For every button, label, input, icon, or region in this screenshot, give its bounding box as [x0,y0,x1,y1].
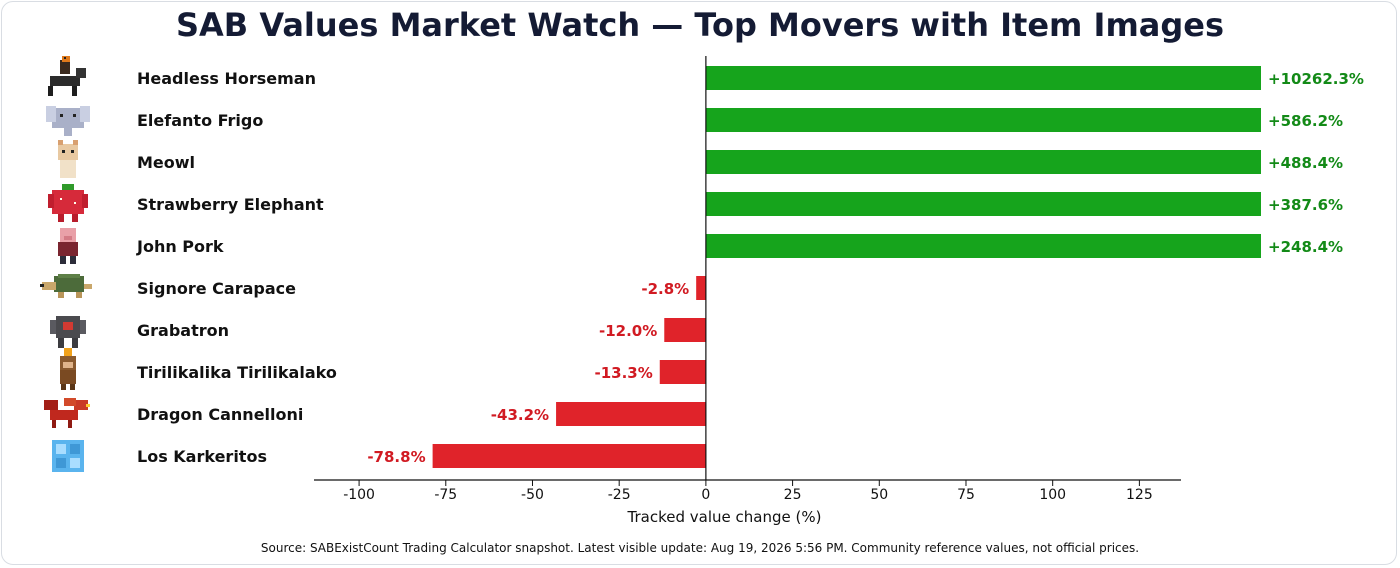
x-axis: -100 -75 -50 -25 0 25 50 75 100 125 Tracked value … [314,56,1181,526]
source-note: Source: SABExistCount Trading Calculator… [260,541,1140,555]
crystal-cube-icon [52,440,84,472]
category-label: Tirilikalika Tirilikalako [137,363,337,382]
x-tick-label: 100 [1039,487,1066,503]
strawberry-elephant-icon [48,184,88,222]
category-label: Elefanto Frigo [137,111,263,130]
x-tick-label: -50 [521,487,544,503]
category-label: Strawberry Elephant [137,195,324,214]
data-label: +387.6% [1268,196,1343,214]
bar [705,192,1261,216]
category-labels: Headless Horseman Elefanto Frigo Meowl Stra… [136,69,337,466]
x-tick-label: -100 [343,487,375,503]
x-tick-label: 0 [701,487,710,503]
cat-icon [58,140,78,178]
data-label: -13.3% [594,364,652,382]
bar [705,150,1261,174]
pig-icon [58,228,78,264]
category-label: John Pork [136,237,224,256]
flame-monkey-icon [60,348,76,390]
data-label: -43.2% [491,406,549,424]
x-tick-label: 75 [957,487,975,503]
data-label: -12.0% [599,322,657,340]
bar [432,444,706,468]
x-tick-label: 50 [870,487,888,503]
elephant-icon [46,106,90,136]
bar [705,66,1261,90]
category-label: Headless Horseman [137,69,316,88]
item-icons [40,56,92,472]
bar [664,318,706,342]
x-tick-label: -25 [608,487,631,503]
x-tick-label: -75 [434,487,457,503]
data-label: +586.2% [1268,112,1343,130]
category-label: Meowl [137,153,195,172]
robot-icon [50,316,86,348]
x-tick-label: 25 [784,487,802,503]
bar [696,276,706,300]
bar [659,360,706,384]
data-label: -2.8% [641,280,689,298]
bar [556,402,706,426]
turtle-icon [40,274,92,298]
data-label: +488.4% [1268,154,1343,172]
data-label: -78.8% [367,448,425,466]
bar [705,234,1261,258]
category-label: Dragon Cannelloni [137,405,303,424]
dragon-icon [44,398,90,428]
bars [432,66,1261,468]
x-tick-label: 125 [1126,487,1153,503]
x-axis-label: Tracked value change (%) [627,508,822,526]
data-label: +10262.3% [1268,70,1364,88]
bar [705,108,1261,132]
category-label: Signore Carapace [137,279,296,298]
category-label: Grabatron [137,321,229,340]
headless-horseman-icon [48,56,86,96]
category-label: Los Karkeritos [137,447,267,466]
value-labels: +10262.3% +586.2% +488.4% +387.6% +248.4% -2.… [367,70,1364,466]
chart-title: SAB Values Market Watch — Top Movers wit… [175,6,1225,44]
data-label: +248.4% [1268,238,1343,256]
